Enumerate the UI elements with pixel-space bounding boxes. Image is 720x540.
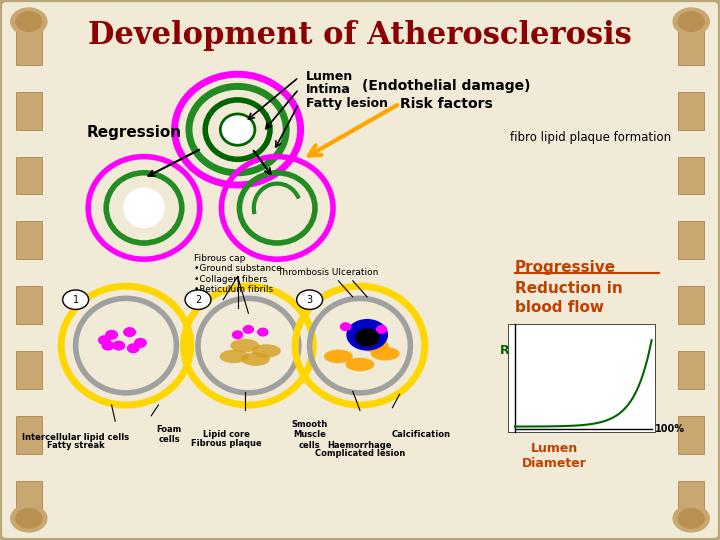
Bar bbox=[678, 92, 704, 130]
Circle shape bbox=[11, 505, 47, 532]
Bar bbox=[16, 157, 42, 194]
Text: Lumen
Diameter: Lumen Diameter bbox=[522, 442, 587, 470]
Bar bbox=[678, 27, 704, 65]
Text: Reduction in: Reduction in bbox=[515, 281, 623, 296]
Text: Complicated lesion: Complicated lesion bbox=[315, 449, 405, 458]
Text: Development of Atherosclerosis: Development of Atherosclerosis bbox=[88, 19, 632, 51]
Bar bbox=[678, 157, 704, 194]
Text: Fibrous cap
•Ground substance
•Collagen fibers
•Reticulum fibrils: Fibrous cap •Ground substance •Collagen … bbox=[194, 254, 282, 294]
Circle shape bbox=[377, 326, 387, 333]
Circle shape bbox=[673, 8, 709, 35]
Text: Foam
cells: Foam cells bbox=[156, 425, 182, 444]
Bar bbox=[16, 481, 42, 518]
Bar bbox=[678, 286, 704, 324]
Bar bbox=[16, 92, 42, 130]
Ellipse shape bbox=[324, 350, 353, 363]
Bar bbox=[678, 351, 704, 389]
Bar bbox=[678, 221, 704, 259]
Ellipse shape bbox=[346, 358, 374, 372]
Ellipse shape bbox=[123, 187, 165, 228]
Text: Fatty lesion: Fatty lesion bbox=[306, 97, 388, 110]
Circle shape bbox=[258, 328, 268, 336]
Circle shape bbox=[106, 330, 117, 339]
Ellipse shape bbox=[252, 345, 281, 357]
Bar bbox=[16, 221, 42, 259]
Text: Fibrous plaque: Fibrous plaque bbox=[192, 440, 262, 448]
Ellipse shape bbox=[360, 339, 389, 352]
Text: Lumen: Lumen bbox=[306, 70, 354, 83]
Text: Progressive: Progressive bbox=[515, 260, 616, 275]
Text: Intercellular lipid cells: Intercellular lipid cells bbox=[22, 433, 129, 442]
Bar bbox=[16, 286, 42, 324]
Bar bbox=[508, 324, 655, 432]
Text: Thrombosis Ulceration: Thrombosis Ulceration bbox=[277, 268, 378, 277]
Circle shape bbox=[102, 341, 114, 350]
Ellipse shape bbox=[220, 350, 248, 363]
Ellipse shape bbox=[241, 353, 270, 366]
Text: fibro lipid plaque formation: fibro lipid plaque formation bbox=[510, 131, 671, 144]
Circle shape bbox=[185, 290, 211, 309]
Text: R: R bbox=[500, 345, 509, 357]
Text: Risk factors: Risk factors bbox=[400, 97, 492, 111]
Circle shape bbox=[233, 331, 243, 339]
Text: Haemorrhage: Haemorrhage bbox=[328, 441, 392, 450]
Circle shape bbox=[63, 290, 89, 309]
Circle shape bbox=[673, 505, 709, 532]
Circle shape bbox=[243, 326, 253, 333]
Circle shape bbox=[124, 328, 135, 336]
Text: Calcification: Calcification bbox=[392, 430, 451, 439]
Text: Regression: Regression bbox=[86, 125, 181, 140]
Bar bbox=[16, 416, 42, 454]
Text: 100%: 100% bbox=[655, 424, 685, 434]
Text: Lipid core: Lipid core bbox=[203, 430, 251, 439]
Circle shape bbox=[678, 509, 704, 528]
Circle shape bbox=[356, 329, 379, 346]
Text: Intima: Intima bbox=[306, 83, 351, 96]
Bar bbox=[678, 481, 704, 518]
Circle shape bbox=[16, 509, 42, 528]
Bar bbox=[16, 351, 42, 389]
Circle shape bbox=[16, 12, 42, 31]
Text: 1: 1 bbox=[73, 295, 78, 305]
Circle shape bbox=[678, 12, 704, 31]
Circle shape bbox=[127, 344, 139, 353]
Circle shape bbox=[99, 336, 110, 345]
Text: blood flow: blood flow bbox=[515, 300, 604, 315]
Circle shape bbox=[11, 8, 47, 35]
Circle shape bbox=[113, 341, 125, 350]
Bar bbox=[678, 416, 704, 454]
Ellipse shape bbox=[220, 114, 255, 145]
Text: Smooth
Muscle
cells: Smooth Muscle cells bbox=[292, 420, 328, 450]
Text: Fatty streak: Fatty streak bbox=[47, 441, 104, 450]
Bar bbox=[16, 27, 42, 65]
Ellipse shape bbox=[230, 339, 259, 352]
Circle shape bbox=[347, 320, 387, 350]
Text: (Endothelial damage): (Endothelial damage) bbox=[362, 79, 531, 93]
Text: 2: 2 bbox=[195, 295, 201, 305]
Ellipse shape bbox=[371, 347, 400, 361]
Circle shape bbox=[135, 339, 146, 347]
Circle shape bbox=[341, 323, 351, 330]
Text: 3: 3 bbox=[307, 295, 312, 305]
Circle shape bbox=[297, 290, 323, 309]
